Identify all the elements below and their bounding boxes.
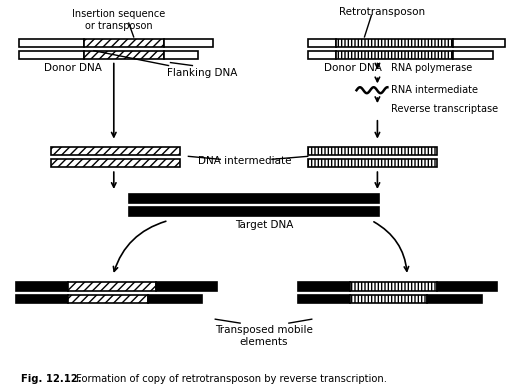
Bar [349, 282, 437, 291]
Text: Donor DNA: Donor DNA [44, 62, 102, 73]
Bar [68, 282, 156, 291]
Bar [68, 294, 148, 303]
Bar [437, 282, 497, 291]
Bar [349, 294, 427, 303]
FancyArrowPatch shape [114, 221, 166, 271]
Bar [336, 39, 453, 47]
Bar [16, 282, 68, 291]
Text: Reverse transcriptase: Reverse transcriptase [391, 104, 499, 114]
Bar [84, 39, 164, 47]
Bar [84, 51, 164, 59]
Bar [427, 294, 482, 303]
Bar [51, 147, 181, 155]
Text: Transposed mobile
elements: Transposed mobile elements [215, 325, 313, 347]
Text: Insertion sequence
or transposon: Insertion sequence or transposon [72, 9, 165, 31]
Text: Flanking DNA: Flanking DNA [167, 69, 237, 78]
Bar [453, 39, 505, 47]
Bar [129, 207, 380, 216]
Bar [308, 39, 336, 47]
Bar [156, 282, 217, 291]
Bar [298, 294, 349, 303]
Bar [19, 51, 84, 59]
Bar [51, 159, 181, 167]
Bar [164, 39, 213, 47]
Text: RNA polymerase: RNA polymerase [391, 64, 473, 73]
Text: DNA intermediate: DNA intermediate [199, 156, 292, 166]
Bar [308, 159, 437, 167]
Bar [129, 194, 380, 203]
Text: Formation of copy of retrotransposon by reverse transcription.: Formation of copy of retrotransposon by … [73, 374, 387, 385]
Bar [148, 294, 202, 303]
Bar [308, 51, 336, 59]
Text: RNA intermediate: RNA intermediate [391, 85, 478, 95]
Bar [308, 147, 437, 155]
Bar [16, 294, 68, 303]
Text: Donor DNA: Donor DNA [323, 62, 381, 73]
Text: Retrotransposon: Retrotransposon [339, 7, 425, 17]
Bar [336, 51, 453, 59]
Bar [19, 39, 84, 47]
Bar [298, 282, 349, 291]
Bar [453, 51, 493, 59]
Bar [164, 51, 199, 59]
Text: Fig. 12.12.: Fig. 12.12. [21, 374, 82, 385]
FancyArrowPatch shape [374, 222, 409, 271]
Text: Target DNA: Target DNA [235, 220, 293, 230]
